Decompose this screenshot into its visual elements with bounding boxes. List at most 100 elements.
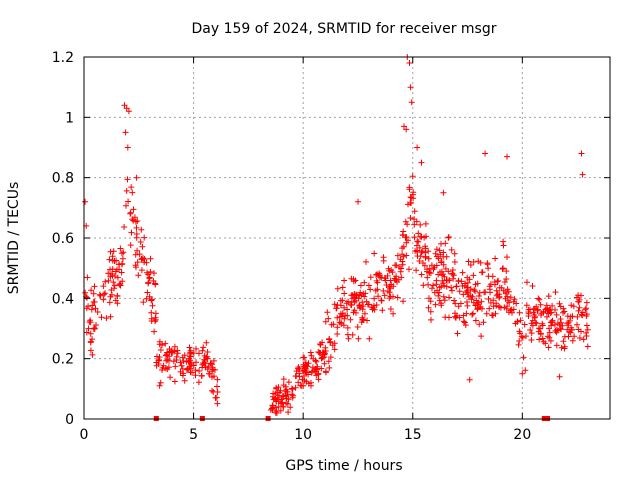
data-point [210, 388, 217, 395]
data-point [146, 293, 153, 300]
data-point [419, 248, 426, 255]
data-point [527, 327, 534, 333]
data-point [379, 307, 386, 314]
data-point [387, 306, 394, 312]
data-point [148, 315, 155, 322]
data-point [579, 171, 586, 178]
data-point [132, 218, 139, 225]
data-point [344, 324, 351, 331]
data-point [394, 294, 401, 301]
data-point [359, 306, 366, 313]
data-point [359, 316, 366, 323]
data-point [399, 231, 406, 238]
data-point [93, 322, 99, 328]
data-point [181, 352, 188, 359]
data-point [184, 365, 191, 372]
data-point [408, 99, 415, 106]
data-point [413, 267, 420, 274]
data-point [504, 153, 510, 160]
data-point [87, 347, 94, 354]
data-point [214, 376, 221, 383]
data-point [172, 363, 179, 370]
data-point [476, 293, 482, 299]
data-point [160, 362, 167, 369]
data-point [411, 221, 418, 228]
data-point [333, 305, 340, 312]
data-point [135, 272, 142, 279]
data-point [482, 289, 489, 296]
data-point [445, 234, 452, 240]
y-tick-label: 0 [65, 412, 74, 428]
data-point [302, 369, 309, 376]
data-point [190, 350, 197, 357]
data-point [532, 313, 538, 320]
data-point [441, 273, 448, 280]
data-point [325, 358, 332, 365]
data-point [277, 387, 284, 394]
data-point [435, 255, 442, 262]
data-point [552, 289, 559, 296]
data-point [556, 300, 563, 307]
data-point [558, 326, 565, 333]
data-point [114, 293, 121, 300]
data-point [325, 315, 332, 322]
data-point [318, 355, 325, 362]
data-point [164, 356, 171, 363]
y-tick-label: 1 [65, 110, 74, 126]
y-tick-label: 0.8 [52, 171, 74, 187]
data-point [299, 368, 306, 375]
data-point [543, 313, 550, 320]
data-point [436, 247, 443, 254]
data-point [108, 291, 115, 298]
data-point [342, 312, 349, 319]
data-point [140, 255, 146, 262]
data-point [307, 349, 314, 356]
data-point [110, 248, 117, 255]
data-point [426, 269, 433, 276]
data-point [569, 337, 576, 344]
data-point [471, 287, 478, 293]
data-point [374, 279, 381, 286]
data-point [148, 297, 155, 304]
data-point [452, 300, 459, 307]
data-point [578, 311, 585, 318]
data-point [373, 271, 379, 278]
data-point [457, 300, 464, 307]
data-point [138, 226, 145, 233]
data-point [545, 307, 551, 314]
data-point [132, 251, 139, 258]
data-point [583, 299, 590, 306]
data-point [98, 314, 105, 321]
data-point [156, 382, 163, 389]
data-point [407, 215, 414, 221]
data-point [102, 278, 109, 285]
data-point [501, 279, 508, 285]
data-point [412, 248, 419, 254]
data-point [403, 239, 410, 246]
data-point [551, 321, 558, 328]
data-point [314, 363, 321, 370]
data-point [327, 354, 334, 361]
data-point [448, 284, 455, 291]
data-point [171, 343, 178, 350]
data-point [208, 361, 215, 368]
data-point [411, 208, 418, 215]
data-point [451, 259, 458, 265]
data-point [117, 282, 124, 289]
data-point [409, 173, 416, 180]
data-point [188, 361, 195, 368]
data-point [540, 309, 547, 316]
data-point [505, 297, 511, 304]
data-point [504, 254, 510, 261]
data-point [503, 305, 510, 312]
data-point [571, 333, 578, 340]
data-point [134, 247, 141, 254]
data-point [441, 282, 448, 289]
data-point [470, 259, 477, 265]
data-point [583, 333, 590, 339]
data-point [491, 279, 498, 285]
data-point [110, 279, 117, 286]
data-point [583, 305, 590, 312]
data-point [308, 379, 314, 386]
data-point [576, 335, 583, 341]
